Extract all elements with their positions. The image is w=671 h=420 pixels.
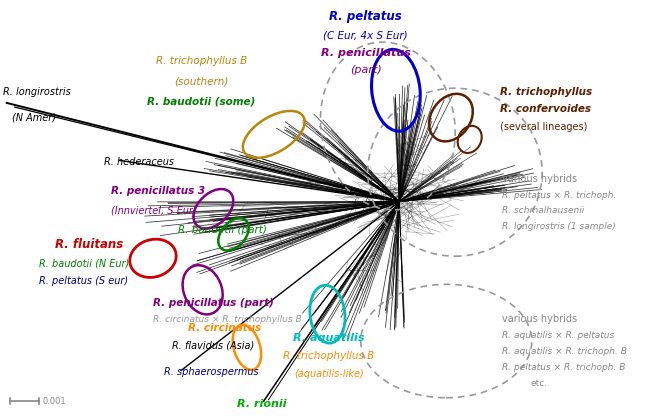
Text: R. hederaceus: R. hederaceus	[104, 157, 174, 167]
Text: R. aquatilis × R. trichoph. B: R. aquatilis × R. trichoph. B	[502, 347, 627, 356]
Text: R. trichophyllus B: R. trichophyllus B	[156, 56, 247, 66]
Text: R. peltatus × R. trichoph.: R. peltatus × R. trichoph.	[502, 191, 616, 200]
Text: etc.: etc.	[530, 379, 548, 388]
Text: various hybrids: various hybrids	[502, 314, 577, 324]
Text: R. penicillatus (part): R. penicillatus (part)	[153, 298, 274, 308]
Text: R. peltatus (S eur): R. peltatus (S eur)	[39, 276, 128, 286]
Text: R. penicillatus 3: R. penicillatus 3	[111, 186, 205, 196]
Text: R. flavidus (Asia): R. flavidus (Asia)	[172, 340, 254, 350]
Text: R. circinatus × R. trichophyllus B: R. circinatus × R. trichophyllus B	[153, 315, 301, 324]
Text: R. baudotii (some): R. baudotii (some)	[147, 97, 256, 107]
Text: R. peltatus: R. peltatus	[329, 10, 402, 23]
Text: R. trichophyllus B: R. trichophyllus B	[283, 351, 374, 361]
Text: R. confervoides: R. confervoides	[500, 104, 591, 114]
Text: R. baudotii (N Eur): R. baudotii (N Eur)	[39, 258, 130, 268]
Text: R. peltatus × R. trichoph. B: R. peltatus × R. trichoph. B	[502, 362, 625, 372]
Text: R. fluitans: R. fluitans	[55, 238, 123, 251]
Text: 0.001: 0.001	[42, 396, 66, 406]
Text: (part): (part)	[350, 65, 382, 75]
Text: R. schmalhausenii: R. schmalhausenii	[502, 206, 584, 215]
Text: (C Eur, 4x S Eur): (C Eur, 4x S Eur)	[323, 31, 408, 41]
Text: R. aquatilis: R. aquatilis	[293, 333, 364, 343]
Text: R. sphaerospermus: R. sphaerospermus	[164, 367, 259, 377]
Text: (southern): (southern)	[174, 77, 229, 87]
Text: (Innviertel, S Eur): (Innviertel, S Eur)	[111, 206, 197, 216]
Text: R. longirostris (1 sample): R. longirostris (1 sample)	[502, 222, 616, 231]
Text: (aquatilis-like): (aquatilis-like)	[294, 369, 364, 379]
Text: R. aquatilis × R. peltatus: R. aquatilis × R. peltatus	[502, 331, 614, 341]
Text: (N Amer): (N Amer)	[12, 113, 56, 123]
Text: R. longirostris: R. longirostris	[3, 87, 71, 97]
Text: R. penicillatus: R. penicillatus	[321, 47, 411, 58]
Text: (several lineages): (several lineages)	[500, 122, 587, 132]
Text: various hybrids: various hybrids	[502, 173, 577, 184]
Text: R. baudotii (part): R. baudotii (part)	[178, 225, 266, 235]
Text: R. circinatus: R. circinatus	[189, 323, 261, 333]
Text: R. trichophyllus: R. trichophyllus	[500, 87, 592, 97]
Text: R. rionii: R. rionii	[237, 399, 287, 409]
